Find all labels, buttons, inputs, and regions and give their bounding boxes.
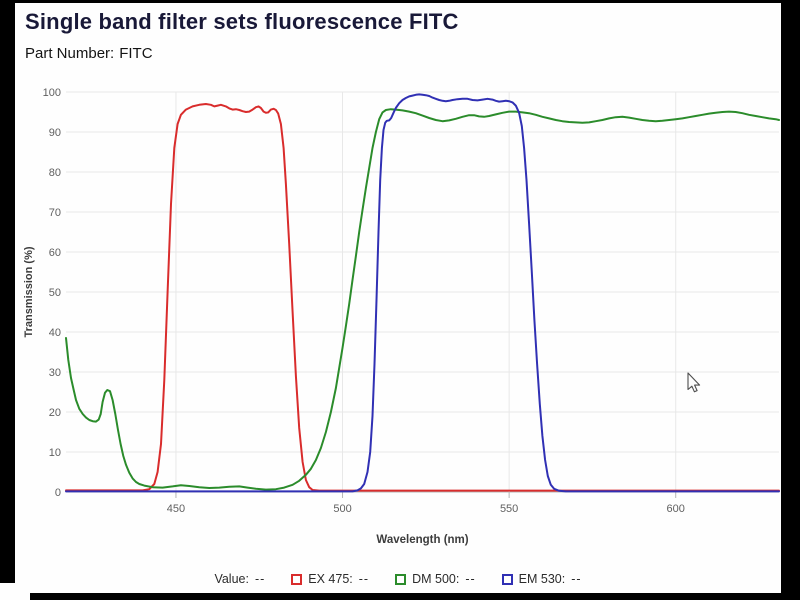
y-tick-label: 10 [49, 447, 61, 459]
y-tick-label: 0 [55, 487, 61, 499]
chart-legend: Value: -- EX 475: -- DM 500: -- EM 530: -- [15, 569, 781, 589]
legend-value-reading: -- [254, 572, 266, 586]
x-axis-label: Wavelength (nm) [376, 534, 469, 546]
y-tick-label: 70 [49, 207, 61, 219]
y-tick-label: 30 [49, 367, 61, 379]
legend-label: EM 530: [518, 572, 566, 586]
legend-item-value: -- [358, 572, 370, 586]
part-number-label: Part Number: [25, 45, 115, 62]
legend-value-label: Value: [214, 572, 249, 586]
part-number-value: FITC [119, 45, 153, 62]
x-tick-label: 500 [333, 503, 351, 515]
legend-item-value: -- [571, 572, 582, 586]
legend-value: Value: -- [214, 572, 265, 586]
x-tick-label: 550 [500, 503, 518, 515]
y-tick-label: 40 [49, 327, 61, 339]
ex-475-curve [65, 103, 780, 492]
y-tick-label: 80 [49, 167, 61, 179]
dm-500-curve [65, 108, 780, 491]
legend-item-dm-500: DM 500: -- [395, 572, 476, 586]
legend-item-value: -- [465, 572, 476, 586]
y-tick-label: 20 [49, 407, 61, 419]
em-530-curve [65, 93, 780, 493]
part-number: Part Number: FITC [25, 45, 153, 62]
x-tick-label: 450 [167, 503, 185, 515]
y-tick-label: 100 [43, 87, 61, 99]
legend-swatch [501, 573, 513, 585]
legend-item-ex-475: EX 475: -- [291, 572, 369, 586]
y-tick-label: 60 [49, 247, 61, 259]
y-tick-label: 50 [49, 287, 61, 299]
legend-label: EX 475: [308, 572, 353, 586]
page-title: Single band filter sets fluorescence FIT… [25, 9, 459, 34]
legend-swatch [395, 573, 407, 585]
x-tick-label: 600 [667, 503, 685, 515]
chart-card: Single band filter sets fluorescence FIT… [15, 3, 781, 593]
legend-label: DM 500: [412, 572, 460, 586]
legend-swatch [291, 573, 303, 585]
y-tick-label: 90 [49, 127, 61, 139]
legend-item-em-530: EM 530: -- [501, 572, 582, 586]
transmission-chart[interactable]: 0 10 20 30 40 50 60 70 80 90 100 450 500 550 600 [15, 3, 781, 593]
y-axis-label: Transmission (%) [23, 246, 35, 338]
mouse-cursor [687, 372, 701, 393]
